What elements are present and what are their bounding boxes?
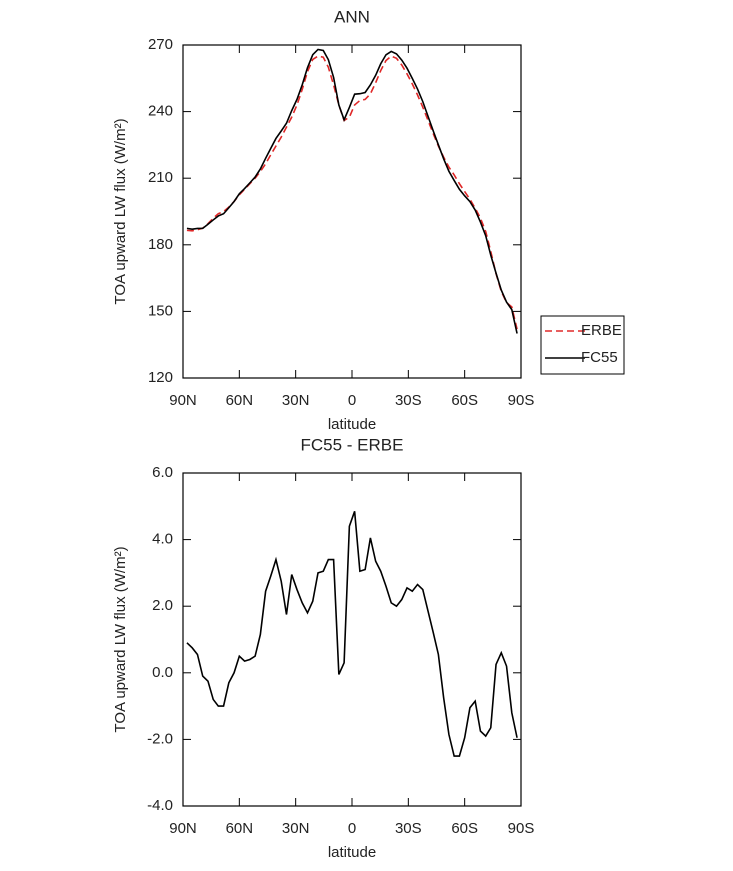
data-line bbox=[186, 48, 518, 334]
x-tick-label: 90N bbox=[169, 392, 197, 409]
y-tick-label: -2.0 bbox=[147, 730, 173, 747]
x-tick-label: 90S bbox=[508, 392, 535, 409]
x-tick-label: 60N bbox=[226, 392, 254, 409]
x-tick-label: 90S bbox=[508, 820, 535, 837]
y-tick-label: 240 bbox=[148, 103, 173, 120]
y-tick-label: 150 bbox=[148, 302, 173, 319]
y-tick-label: 180 bbox=[148, 236, 173, 253]
x-tick-label: 90N bbox=[169, 820, 197, 837]
x-tick-label: 30S bbox=[395, 392, 422, 409]
x-tick-label: 30S bbox=[395, 820, 422, 837]
data-line bbox=[186, 511, 518, 757]
x-tick-label: 0 bbox=[348, 392, 356, 409]
y-tick-label: 210 bbox=[148, 169, 173, 186]
x-tick-label: 60S bbox=[451, 392, 478, 409]
x-axis-label: latitude bbox=[328, 844, 376, 861]
y-axis-label: TOA upward LW flux (W/m²) bbox=[112, 546, 129, 732]
legend-label: ERBE bbox=[581, 322, 622, 339]
plot-frame bbox=[182, 44, 522, 379]
x-tick-label: 30N bbox=[282, 820, 310, 837]
x-tick-label: 0 bbox=[348, 820, 356, 837]
plot-frame bbox=[182, 472, 522, 807]
x-tick-label: 60S bbox=[451, 820, 478, 837]
chart-title: FC55 - ERBE bbox=[301, 435, 404, 454]
y-tick-label: 4.0 bbox=[152, 531, 173, 548]
y-tick-label: 270 bbox=[148, 36, 173, 53]
chart-title: ANN bbox=[334, 7, 370, 26]
y-tick-label: 6.0 bbox=[152, 464, 173, 481]
y-tick-label: 0.0 bbox=[152, 664, 173, 681]
legend-box bbox=[540, 315, 625, 375]
y-axis-label: TOA upward LW flux (W/m²) bbox=[112, 118, 129, 304]
legend-label: FC55 bbox=[581, 349, 618, 366]
x-axis-label: latitude bbox=[328, 416, 376, 433]
x-tick-label: 30N bbox=[282, 392, 310, 409]
y-tick-label: -4.0 bbox=[147, 797, 173, 814]
x-tick-label: 60N bbox=[226, 820, 254, 837]
y-tick-label: 120 bbox=[148, 369, 173, 386]
y-tick-label: 2.0 bbox=[152, 597, 173, 614]
data-line bbox=[186, 55, 518, 330]
